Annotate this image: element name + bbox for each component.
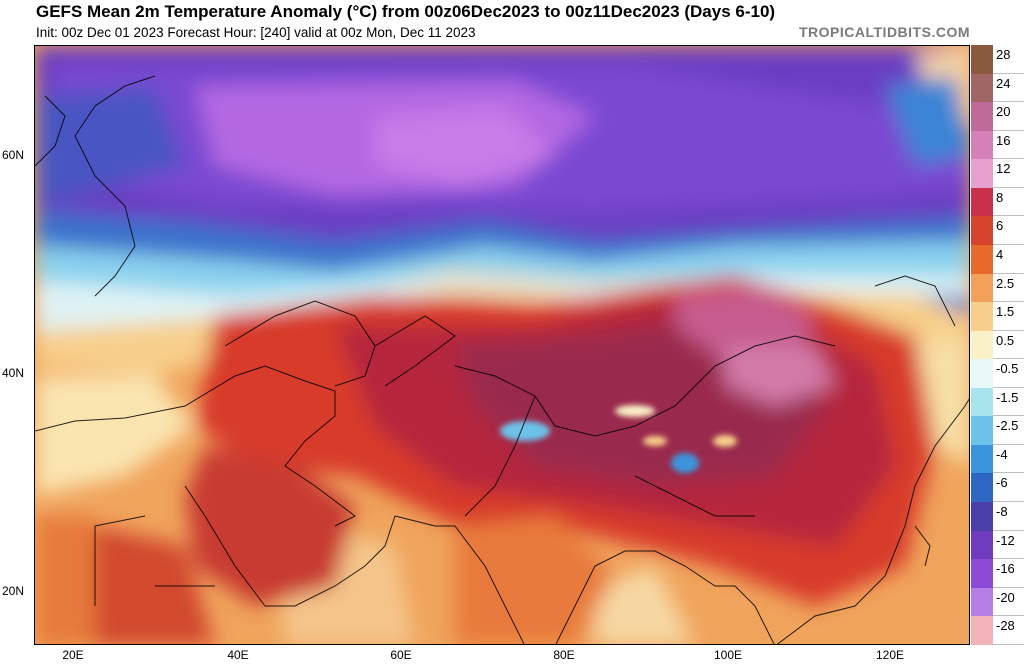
colorbar-swatch — [971, 616, 993, 645]
lon-label-100e: 100E — [713, 648, 743, 662]
colorbar-row: -0.5 — [971, 359, 1024, 388]
colorbar-label: -6 — [996, 475, 1008, 491]
colorbar-swatch — [971, 559, 993, 588]
colorbar-swatch — [971, 45, 993, 74]
colorbar-swatch — [971, 102, 993, 131]
lon-label-80e: 80E — [553, 648, 575, 662]
colorbar-label: -20 — [996, 589, 1015, 605]
colorbar-label: -0.5 — [996, 361, 1019, 377]
colorbar-swatch — [971, 330, 993, 360]
colorbar-swatch — [971, 187, 993, 217]
colorbar-label: 28 — [996, 47, 1011, 62]
colorbar-row: -4 — [971, 444, 1024, 474]
colorbar-row: -2.5 — [971, 416, 1024, 445]
colorbar-swatch — [971, 159, 993, 188]
lon-label-120e: 120E — [875, 648, 905, 662]
colorbar-swatch — [971, 502, 993, 531]
colorbar-row: 2.5 — [971, 273, 1024, 303]
colorbar-label: 24 — [996, 75, 1011, 91]
colorbar-row: -8 — [971, 502, 1024, 531]
lat-label-20n: 20N — [2, 584, 25, 598]
colorbar-swatch — [971, 359, 993, 388]
colorbar-label: 20 — [996, 104, 1011, 120]
colorbar-row: 6 — [971, 216, 1024, 245]
colorbar-label: -16 — [996, 561, 1015, 577]
colorbar-swatch — [971, 587, 993, 617]
colorbar-swatch — [971, 416, 993, 445]
colorbar-row: 28 — [971, 45, 1024, 74]
colorbar-row: -1.5 — [971, 387, 1024, 417]
colorbar-label: 8 — [996, 189, 1004, 205]
colorbar-label: -8 — [996, 504, 1008, 519]
colorbar-row: -28 — [971, 616, 1024, 645]
colorbar-swatch — [971, 216, 993, 245]
lon-label-20e: 20E — [62, 648, 84, 662]
colorbar-label: 0.5 — [996, 332, 1015, 348]
colorbar-label: -28 — [996, 618, 1015, 634]
colorbar-row: 20 — [971, 102, 1024, 131]
colorbar-row: -6 — [971, 473, 1024, 502]
map-title: GEFS Mean 2m Temperature Anomaly (°C) fr… — [36, 2, 776, 21]
map-subtitle: Init: 00z Dec 01 2023 Forecast Hour: [24… — [36, 25, 476, 40]
map-canvas — [35, 46, 969, 644]
colorbar-row: 8 — [971, 187, 1024, 217]
lon-label-40e: 40E — [227, 648, 249, 662]
colorbar-swatch — [971, 273, 993, 303]
colorbar-legend: 28 24 20 16 12 8 6 4 2.5 1.5 0.5 -0.5 -1.5 -2.5 -4 -6 -8… — [971, 45, 1024, 645]
colorbar-label: -4 — [996, 446, 1008, 462]
colorbar-label: 12 — [996, 161, 1011, 177]
colorbar-label: 2.5 — [996, 275, 1015, 291]
colorbar-swatch — [971, 387, 993, 417]
colorbar-swatch — [971, 130, 993, 160]
colorbar-swatch — [971, 302, 993, 331]
colorbar-row: 16 — [971, 130, 1024, 160]
colorbar-row: 4 — [971, 244, 1024, 274]
colorbar-row: 24 — [971, 73, 1024, 103]
colorbar-label: 16 — [996, 132, 1011, 148]
brand-watermark: TROPICALTIDBITS.COM — [798, 24, 970, 40]
colorbar-swatch — [971, 444, 993, 474]
colorbar-row: 12 — [971, 159, 1024, 188]
colorbar-label: -12 — [996, 532, 1015, 548]
colorbar-swatch — [971, 473, 993, 502]
colorbar-label: 1.5 — [996, 304, 1015, 320]
colorbar-row: -12 — [971, 530, 1024, 560]
temperature-anomaly-map — [34, 45, 970, 645]
colorbar-label: -1.5 — [996, 389, 1019, 405]
colorbar-label: 6 — [996, 218, 1004, 234]
colorbar-row: 0.5 — [971, 330, 1024, 360]
colorbar-label: 4 — [996, 246, 1004, 262]
colorbar-row: -16 — [971, 559, 1024, 588]
lat-label-60n: 60N — [2, 148, 25, 162]
colorbar-swatch — [971, 530, 993, 560]
colorbar-swatch — [971, 244, 993, 274]
colorbar-row: 1.5 — [971, 302, 1024, 331]
colorbar-swatch — [971, 73, 993, 103]
lat-label-40n: 40N — [2, 366, 25, 380]
colorbar-label: -2.5 — [996, 418, 1019, 434]
lon-label-60e: 60E — [390, 648, 412, 662]
colorbar-row: -20 — [971, 587, 1024, 617]
